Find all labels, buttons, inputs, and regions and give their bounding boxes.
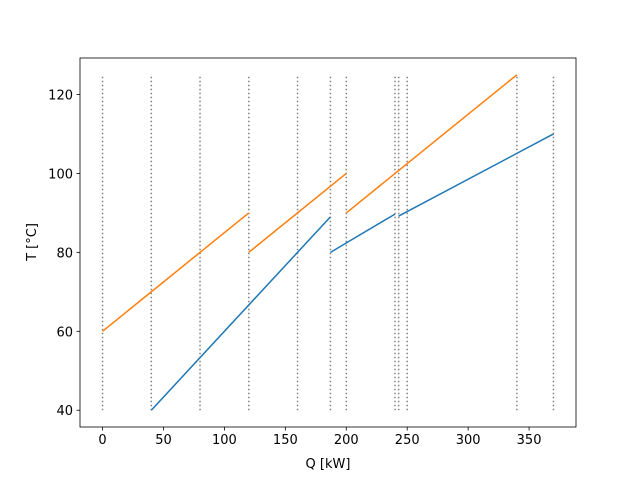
x-tick-label: 200 <box>334 433 359 448</box>
y-tick-label: 100 <box>48 167 73 182</box>
y-tick-label: 40 <box>56 404 73 419</box>
x-tick-label: 350 <box>517 433 542 448</box>
series-line <box>150 133 554 411</box>
x-tick-label: 100 <box>212 433 237 448</box>
x-tick-label: 150 <box>273 433 298 448</box>
y-tick-label: 120 <box>48 89 73 104</box>
axes-frame <box>79 57 577 428</box>
x-tick-label: 50 <box>155 433 172 448</box>
y-tick-label: 80 <box>56 246 73 261</box>
x-tick-label: 250 <box>395 433 420 448</box>
y-tick-label: 60 <box>56 325 73 340</box>
x-axis-label: Q [kW] <box>306 457 351 472</box>
x-tick-label: 300 <box>456 433 481 448</box>
y-axis-label: T [°C] <box>25 223 40 262</box>
x-tick-label: 0 <box>98 433 106 448</box>
series-line <box>102 74 518 332</box>
